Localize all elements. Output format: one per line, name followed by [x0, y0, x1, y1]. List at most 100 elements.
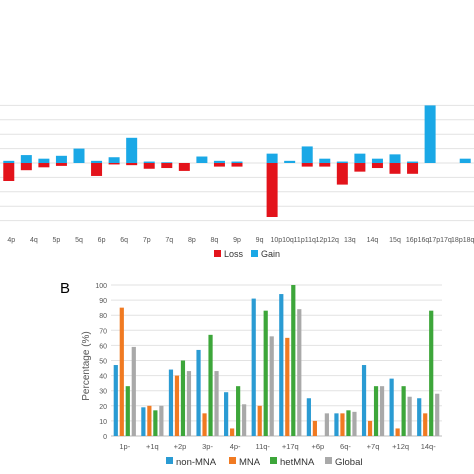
- chart-b-y-tick-label: 80: [99, 313, 107, 320]
- chart-b-bar-hetmna-+7q: [373, 386, 379, 436]
- chart-b-y-tick-label: 40: [99, 374, 107, 381]
- chart-a-legend-label-gain: Gain: [261, 249, 280, 259]
- chart-b-bar-non-mna-+12q: [389, 378, 394, 436]
- chart-a-bar-gain-5q: [55, 155, 67, 163]
- chart-a-bar-loss-16p: [371, 163, 383, 169]
- chart-a-x-tick-label: 17p17q: [428, 237, 451, 244]
- chart-b-bar-mna-+12q: [395, 428, 400, 436]
- chart-b-bar-global-1p-: [131, 346, 136, 436]
- chart-b-x-tick-labels: 1p- +1q +2p 3p- 4p- 11q- +17q +6p 6q- +7q +12q 14q-: [119, 442, 436, 451]
- chart-b-bar-non-mna-+7q: [361, 365, 367, 436]
- chart-a-bar-gain-12q: [301, 146, 313, 163]
- chart-b-bar-mna-1p-: [119, 307, 124, 436]
- chart-b-y-tick-label: 30: [99, 389, 107, 396]
- chart-a-bar-gain-17p: [407, 161, 419, 163]
- chart-b-bar-mna-3p-: [202, 413, 207, 436]
- chart-b-bar-non-mna-+17q: [279, 294, 284, 436]
- chart-a-x-tick-labels: 4p 4q 5p 5q 6p 6q 7p 7q 8p 8q 9p 9q 10p10q 11p11q 12p1…: [7, 237, 474, 244]
- chart-a-bar-gain-12p: [284, 160, 296, 163]
- chart-b-y-tick-label: 50: [99, 359, 107, 366]
- chart-b-y-tick-label: 60: [99, 343, 107, 350]
- chart-a-legend: Loss Gain: [214, 249, 280, 259]
- chart-a-bar-loss-12q: [301, 163, 313, 167]
- chart-a-bar-gain-17q: [424, 105, 436, 163]
- chart-a-x-tick-label: 5q: [75, 237, 83, 244]
- chart-a-bar-gain-10q: [231, 161, 243, 163]
- chart-b-bar-mna-+17q: [285, 337, 290, 436]
- chart-b-y-tick-label: 10: [99, 419, 107, 426]
- chart-a-x-tick-label: 7p: [143, 237, 151, 244]
- chart-a-bar-loss-15q: [354, 163, 366, 172]
- chart-a-x-tick-label: 7q: [165, 237, 173, 244]
- chart-b-bar-global-4p-: [242, 404, 247, 436]
- chart-b-x-tick-label: +6p: [312, 442, 325, 451]
- chart-b-x-tick-label: +17q: [282, 442, 299, 451]
- chart-b-bar-global-+2p: [186, 371, 192, 436]
- chart-a-x-tick-label: 10p10q: [270, 237, 293, 244]
- chart-a-bar-loss-13q: [319, 163, 331, 167]
- chart-a-bar-gain-8q: [161, 162, 173, 163]
- chart-a-x-tick-label: 8q: [211, 237, 219, 244]
- chart-b-bar-mna-+2p: [174, 375, 180, 436]
- chart-a-bar-loss-9p: [178, 163, 190, 171]
- chart-b-bar-non-mna-14q-: [417, 398, 422, 436]
- chart-a-bar-loss-5q: [55, 163, 67, 166]
- chart-b-bar-mna-+1q: [147, 405, 152, 436]
- chart-b-bar-mna-11q-: [257, 405, 262, 436]
- chart-b-bar-global-3p-: [214, 371, 219, 436]
- chart-a-legend-swatch-loss: [214, 250, 221, 257]
- chart-b-bar-non-mna-3p-: [196, 349, 201, 436]
- chart-b-x-tick-label: +12q: [392, 442, 409, 451]
- chart-b-y-tick-labels: 0 10 20 30 40 50 60 70 80 90 100: [95, 283, 107, 441]
- chart-a-x-tick-label: 9p: [233, 237, 241, 244]
- chart-a-legend-swatch-gain: [251, 250, 258, 257]
- chart-b-legend-label-global: Global: [335, 457, 362, 468]
- chart-a-x-tick-label: 13q: [344, 237, 356, 244]
- chart-b-bar-hetmna-+1q: [153, 410, 158, 436]
- chart-b-bar-non-mna-+1q: [141, 407, 146, 436]
- chart-b-legend-swatch-global: [325, 457, 332, 464]
- chart-a-bar-loss-16q: [389, 163, 401, 174]
- chart-a-bar-loss-17p: [407, 163, 419, 174]
- chart-a-x-tick-label: 18p18q: [451, 237, 474, 244]
- chart-b-bar-mna-14q-: [423, 413, 428, 436]
- chart-b-bar-hetmna-6q-: [346, 410, 351, 436]
- chart-a-x-tick-label: 5p: [53, 237, 61, 244]
- chart-b-bar-hetmna-+17q: [291, 285, 296, 436]
- chart-b-y-tick-label: 90: [99, 298, 107, 305]
- chart-a-legend-label-loss: Loss: [224, 249, 244, 259]
- chart-b-legend-swatch-hetmna: [270, 457, 277, 464]
- chart-a-bar-gain-9q: [196, 156, 208, 163]
- chart-a-x-tick-label: 15q: [389, 237, 401, 244]
- chart-b-x-tick-label: +1q: [146, 442, 159, 451]
- chart-b-y-tick-label: 100: [95, 283, 107, 290]
- chart-a-bar-gain-10p: [213, 160, 225, 163]
- chart-b-bar-hetmna-+12q: [401, 386, 406, 436]
- chart-b-x-tick-label: 4p-: [230, 442, 241, 451]
- chart-b-x-tick-label: 11q-: [255, 442, 270, 451]
- chart-a-bar-loss-5p: [38, 163, 50, 168]
- chart-a-x-tick-label: 9q: [256, 237, 264, 244]
- chart-a-bar-loss-4p: [3, 163, 15, 181]
- chart-b-legend-label-hetmna: hetMNA: [280, 457, 315, 468]
- chart-b-y-tick-label: 20: [99, 404, 107, 411]
- chart-a-x-tick-label: 6p: [98, 237, 106, 244]
- chart-b-bar-non-mna-+2p: [168, 369, 174, 436]
- chart-a-bar-loss-6q: [91, 163, 103, 176]
- chart-b-bar-mna-6q-: [340, 413, 345, 436]
- chart-b-panel-label: B: [60, 280, 70, 297]
- chart-b-x-tick-label: 14q-: [421, 442, 437, 451]
- chart-a-bar-loss-8q: [161, 163, 173, 169]
- chart-b-bar-non-mna-11q-: [251, 298, 256, 436]
- chart-b-bar-mna-+6p: [312, 420, 317, 436]
- chart-a-bar-gain-13q: [319, 158, 331, 163]
- chart-b: B Percentage (%) 0102030405060708090100 …: [60, 280, 442, 468]
- chart-a-bar-gain-7q: [126, 137, 138, 163]
- chart-a-x-tick-label: 8p: [188, 237, 196, 244]
- chart-b-bar-non-mna-1p-: [113, 365, 118, 436]
- chart-a-bar-loss-8p: [143, 163, 155, 169]
- chart-a-bar-loss-10q: [231, 163, 243, 167]
- chart-b-x-tick-label: 6q-: [340, 442, 351, 451]
- chart-b-legend-label-mna: MNA: [239, 457, 261, 468]
- chart-b-bar-global-+1q: [159, 405, 164, 436]
